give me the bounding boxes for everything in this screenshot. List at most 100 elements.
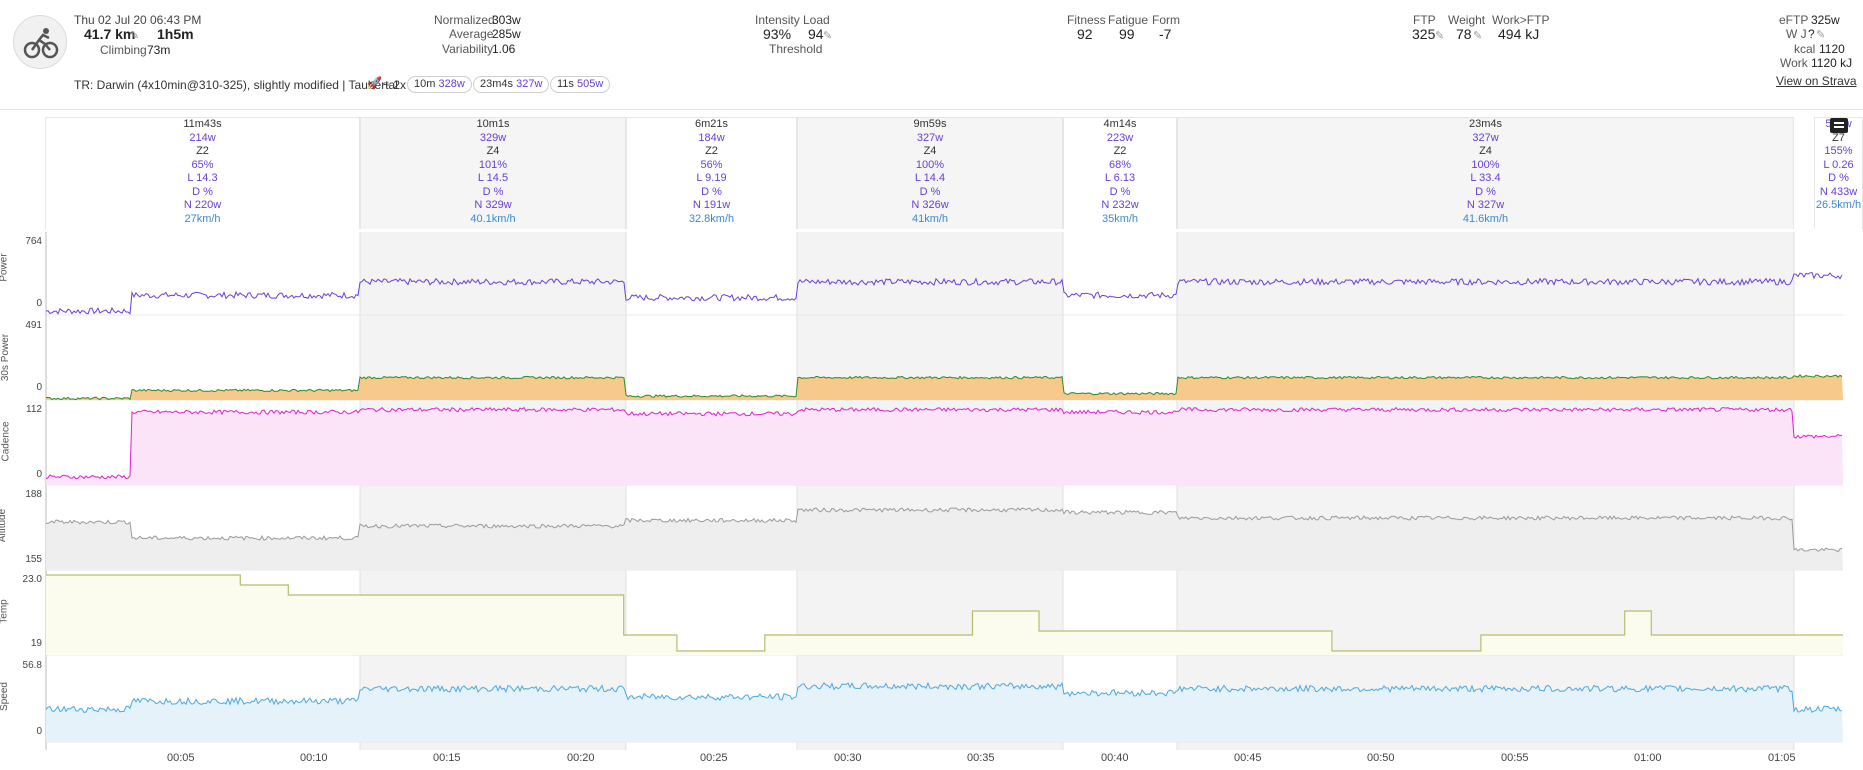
eftp-value: 325w (1811, 13, 1840, 27)
pill-duration: 10m (414, 78, 436, 90)
interval-speed: 26.5km/h (1815, 199, 1862, 211)
interval-summary[interactable]: 11m43s 214w Z2 65% L 14.3 D % N 220w 27k… (45, 117, 360, 229)
interval-band (1177, 232, 1794, 750)
speed-max: 56.8 (22, 660, 42, 671)
variability-value: 1.06 (492, 42, 516, 56)
interval-zone: Z4 (486, 145, 500, 157)
kcal-value: 1120 (1819, 42, 1845, 56)
interval-summary[interactable]: 10m1s 329w Z4 101% L 14.5 D % N 329w 40.… (360, 117, 626, 229)
intensity-value: 93% (763, 26, 792, 42)
interval-watts: 184w (698, 131, 725, 144)
altitude-area (46, 508, 1843, 570)
view-on-strava-link[interactable]: View on Strava (1776, 74, 1857, 88)
edit-ftp-pencil-icon[interactable]: ✎ (1435, 30, 1445, 42)
power-min: 0 (36, 298, 42, 309)
altitude-max: 188 (25, 489, 42, 500)
interval-load: L 14.3 (187, 172, 218, 184)
variability-label: Variability (442, 42, 494, 56)
interval-d: D % (1109, 185, 1131, 198)
interval-pct: 155% (1824, 145, 1853, 157)
work-ftp-value: 494 kJ (1498, 26, 1540, 42)
interval-zone: Z4 (923, 145, 937, 157)
duration-value: 1h5m (157, 26, 194, 42)
interval-watts: 329w (479, 131, 507, 144)
normalized-label: Normalized (434, 13, 495, 27)
cadence-max: 112 (26, 404, 42, 415)
comment-icon[interactable] (1830, 118, 1848, 133)
interval-pill[interactable]: 11s 505w (550, 76, 611, 93)
interval-load: L 33.4 (1470, 172, 1501, 184)
ftp-label: FTP (1413, 13, 1436, 27)
speed-line (45, 681, 1843, 713)
x-tick: 01:00 (1634, 752, 1662, 764)
activity-header: Thu 02 Jul 20 06:43 PM 41.7 km ✎ 1h5m Cl… (0, 0, 1863, 110)
interval-summary[interactable]: 6m21s 184w Z2 56% L 9.19 D % N 191w 32.8… (626, 117, 797, 229)
power-line (45, 272, 1843, 315)
interval-pill[interactable]: 10m 328w (407, 76, 472, 93)
edit-weight-pencil-icon[interactable]: ✎ (1473, 30, 1483, 42)
interval-pct: 101% (478, 158, 508, 171)
interval-d: D % (701, 185, 722, 198)
interval-d: D % (1828, 172, 1849, 184)
x-tick: 00:05 (167, 752, 195, 764)
cadence-axis-label: Cadence (0, 421, 12, 462)
altitude-min: 155 (25, 554, 42, 565)
edit-load-pencil-icon[interactable]: ✎ (823, 30, 833, 42)
load-value: 94 (808, 26, 824, 42)
interval-pct: 65% (191, 158, 214, 171)
activity-name-suffix: ~ 2x (383, 78, 407, 92)
x-tick: 00:40 (1101, 752, 1129, 764)
interval-summary[interactable]: 4m14s 223w Z2 68% L 6.13 D % N 232w 35km… (1063, 117, 1177, 229)
average-value: 285w (492, 27, 521, 41)
power-max: 764 (25, 236, 42, 247)
speed-axis-label: Speed (0, 682, 10, 711)
route-icon: 🚀 (367, 76, 382, 90)
pill-power: 327w (516, 78, 543, 90)
temp-axis-label: Temp (0, 599, 10, 624)
cadence-line (45, 406, 1843, 480)
power30-axis-label: 30s Power (0, 333, 12, 382)
interval-speed: 40.1km/h (470, 212, 516, 225)
interval-summary[interactable]: 9m59s 327w Z4 100% L 14.4 D % N 326w 41k… (797, 117, 1063, 229)
power-axis-label: Power (0, 253, 10, 282)
interval-summary[interactable]: 23m4s 327w Z4 100% L 33.4 D % N 327w 41.… (1177, 117, 1794, 229)
activity-chart[interactable]: 11m43s 214w Z2 65% L 14.3 D % N 220w 27k… (0, 110, 1863, 770)
x-tick: 00:15 (433, 752, 461, 764)
interval-load: L 9.19 (696, 172, 727, 184)
interval-zone: Z4 (1479, 145, 1492, 157)
interval-d: D % (1475, 185, 1496, 198)
interval-watts: 327w (1472, 131, 1499, 144)
chart-plot-area[interactable] (0, 110, 1863, 770)
activity-time: 06:43 PM (150, 13, 202, 27)
interval-d: D % (482, 185, 504, 198)
interval-np: N 220w (183, 199, 222, 211)
cycling-icon (13, 15, 67, 69)
edit-pencil-icon[interactable]: ✎ (130, 30, 140, 42)
interval-speed: 27km/h (184, 212, 221, 225)
pill-duration: 23m4s (480, 78, 514, 90)
kcal-label: kcal (1794, 42, 1816, 56)
pill-duration: 11s (557, 78, 574, 90)
fatigue-value: 99 (1119, 26, 1135, 42)
interval-watts: 223w (1106, 131, 1134, 144)
speed-min: 0 (36, 726, 42, 737)
interval-speed: 41km/h (911, 212, 949, 225)
interval-pct: 100% (1471, 158, 1500, 171)
interval-d: D % (919, 185, 941, 198)
interval-summary[interactable]: 505w Z7 155% L 0.26 D % N 433w 26.5km/h (1814, 117, 1863, 229)
interval-pct: 100% (915, 158, 945, 171)
power30-line (45, 374, 1843, 401)
edit-wj-pencil-icon[interactable]: ✎ (1816, 29, 1826, 41)
interval-pill[interactable]: 23m4s 327w (473, 76, 550, 93)
interval-np: N 329w (474, 199, 512, 211)
interval-zone: Z2 (1113, 145, 1127, 157)
interval-np: N 232w (1101, 199, 1139, 211)
average-label: Average (449, 27, 494, 41)
x-tick: 00:35 (967, 752, 995, 764)
pill-power: 328w (438, 78, 465, 90)
load-label: Load (803, 13, 830, 27)
activity-date: Thu 02 Jul 20 (74, 13, 147, 27)
fitness-label: Fitness (1067, 13, 1106, 27)
form-value: -7 (1159, 26, 1172, 42)
